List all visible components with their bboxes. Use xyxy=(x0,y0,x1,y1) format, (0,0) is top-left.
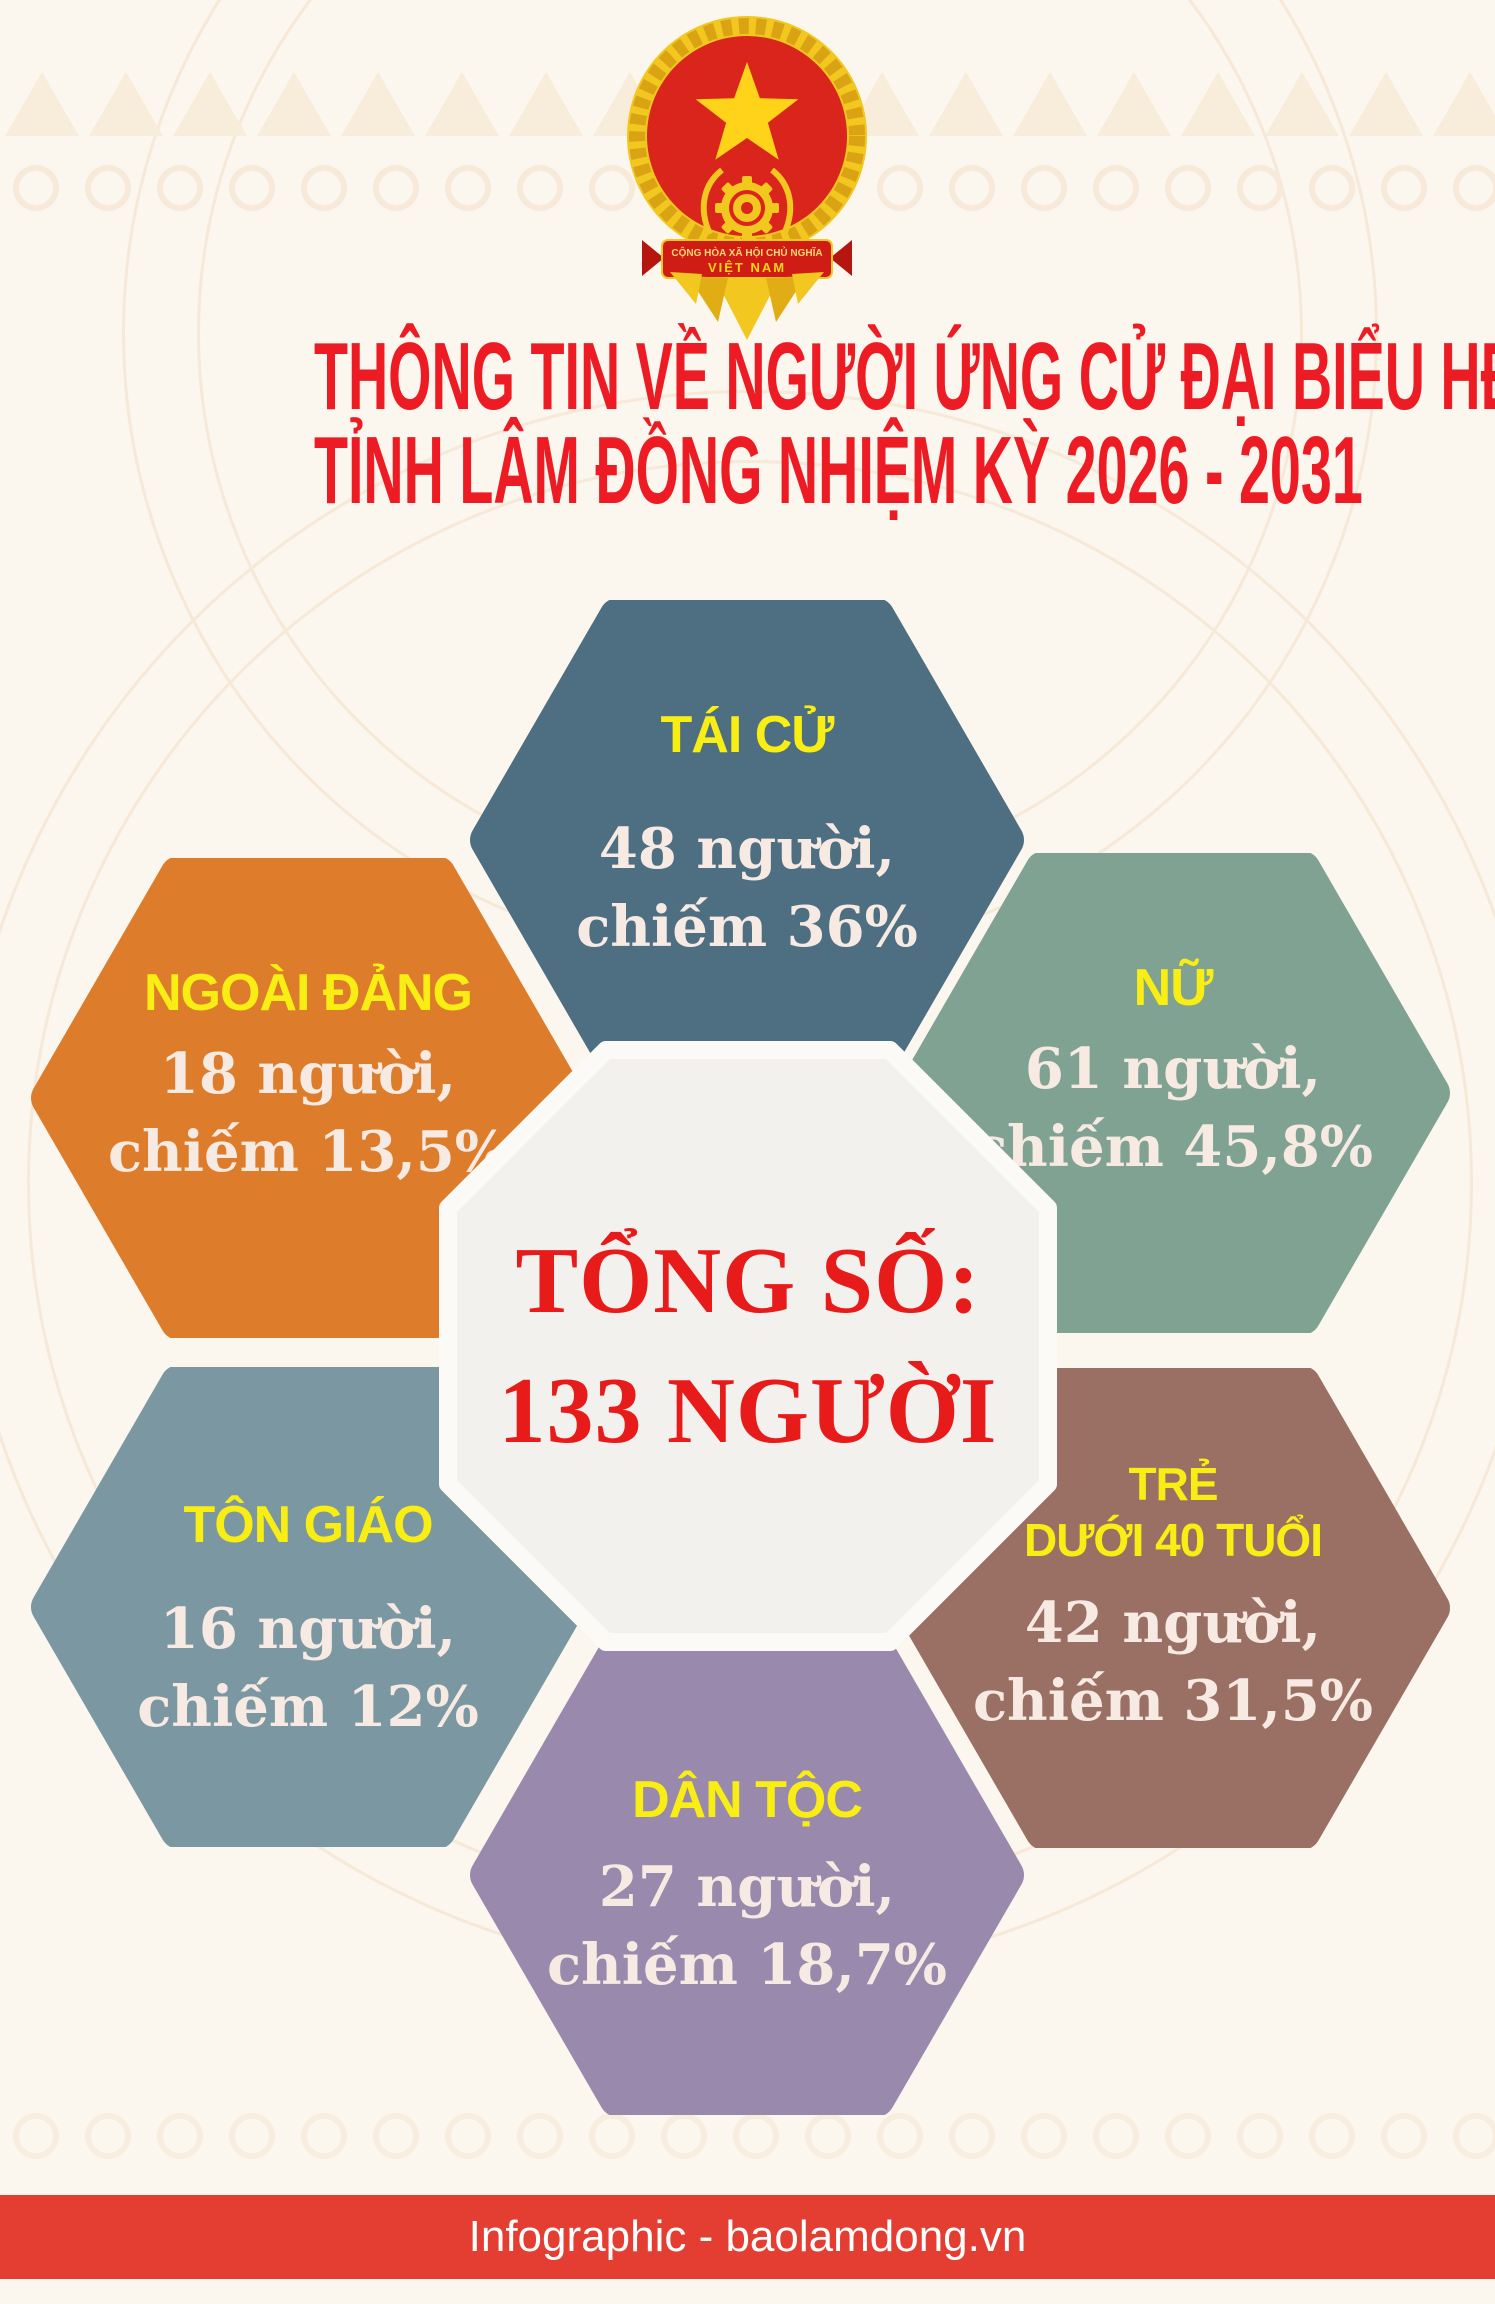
emblem-rice-sprig xyxy=(770,167,794,236)
emblem-motto-text: CỘNG HÒA XÃ HỘI CHỦ NGHĨA xyxy=(671,246,822,259)
hexagon-dan-toc: DÂN TỘC 27 người, chiếm 18,7% xyxy=(469,1635,1025,2115)
category-percent: chiếm 31,5% xyxy=(972,1668,1374,1734)
hexagon-shape xyxy=(31,858,585,1338)
total-text: TỔNG SỐ: 133 NGƯỜI xyxy=(438,1040,1058,1652)
hexagon-ton-giao: TÔN GIÁO 16 người, chiếm 12% xyxy=(30,1367,586,1847)
total-label: TỔNG SỐ: xyxy=(515,1229,981,1333)
emblem-rice-sprig xyxy=(700,167,724,236)
total-value: 133 NGƯỜI xyxy=(498,1359,998,1463)
emblem-ribbon-tail xyxy=(830,240,852,276)
category-label: TÁI CỬ xyxy=(660,706,835,764)
emblem-gear-icon xyxy=(715,176,779,240)
category-percent: chiếm 45,8% xyxy=(972,1114,1374,1180)
page-title-line2: TỈNH LÂM ĐỒNG NHIỆM KỲ 2026 - 2031 xyxy=(313,417,1363,524)
category-label: NGOÀI ĐẢNG xyxy=(144,964,473,1022)
category-label: TÔN GIÁO xyxy=(183,1496,433,1554)
emblem-ribbon-tail xyxy=(642,240,664,276)
category-count: 48 người, xyxy=(598,816,896,882)
category-count: 18 người, xyxy=(159,1041,457,1107)
octagon-shape xyxy=(439,1041,1057,1651)
hexagon-ngoai-dang: NGOÀI ĐẢNG 18 người, chiếm 13,5% xyxy=(30,858,586,1338)
footer-bar: Infographic - baolamdong.vn xyxy=(0,2195,1495,2279)
category-count: 42 người, xyxy=(1024,1590,1322,1656)
category-label: DÂN TỘC xyxy=(632,1771,863,1829)
hexagon-shape xyxy=(31,1367,585,1847)
category-count: 61 người, xyxy=(1024,1036,1322,1102)
page-title: THÔNG TIN VỀ NGƯỜI ỨNG CỬ ĐẠI BIỂU HĐND … xyxy=(0,323,1495,524)
category-label: TRẺ xyxy=(1128,1458,1219,1510)
emblem-country-text: VIỆT NAM xyxy=(708,260,786,275)
footer-credit-text: Infographic - baolamdong.vn xyxy=(468,2212,1027,2261)
star-icon xyxy=(695,62,799,160)
category-percent: chiếm 12% xyxy=(137,1674,479,1740)
category-count: 27 người, xyxy=(598,1854,896,1920)
category-label: NỮ xyxy=(1133,959,1214,1017)
hexagon-shape xyxy=(470,1635,1024,2115)
category-label-line2: DƯỚI 40 TUỔI xyxy=(1023,1514,1323,1566)
total-octagon: TỔNG SỐ: 133 NGƯỜI xyxy=(438,1040,1058,1652)
page-title-line1: THÔNG TIN VỀ NGƯỜI ỨNG CỬ ĐẠI BIỂU HĐND xyxy=(313,323,1495,430)
category-percent: chiếm 36% xyxy=(576,894,918,960)
category-count: 16 người, xyxy=(159,1596,457,1662)
emblem-ray-fan xyxy=(670,272,824,340)
category-percent: chiếm 13,5% xyxy=(107,1119,509,1185)
vietnam-national-emblem: CỘNG HÒA XÃ HỘI CHỦ NGHĨA VIỆT NAM xyxy=(627,16,867,340)
category-percent: chiếm 18,7% xyxy=(546,1932,948,1998)
